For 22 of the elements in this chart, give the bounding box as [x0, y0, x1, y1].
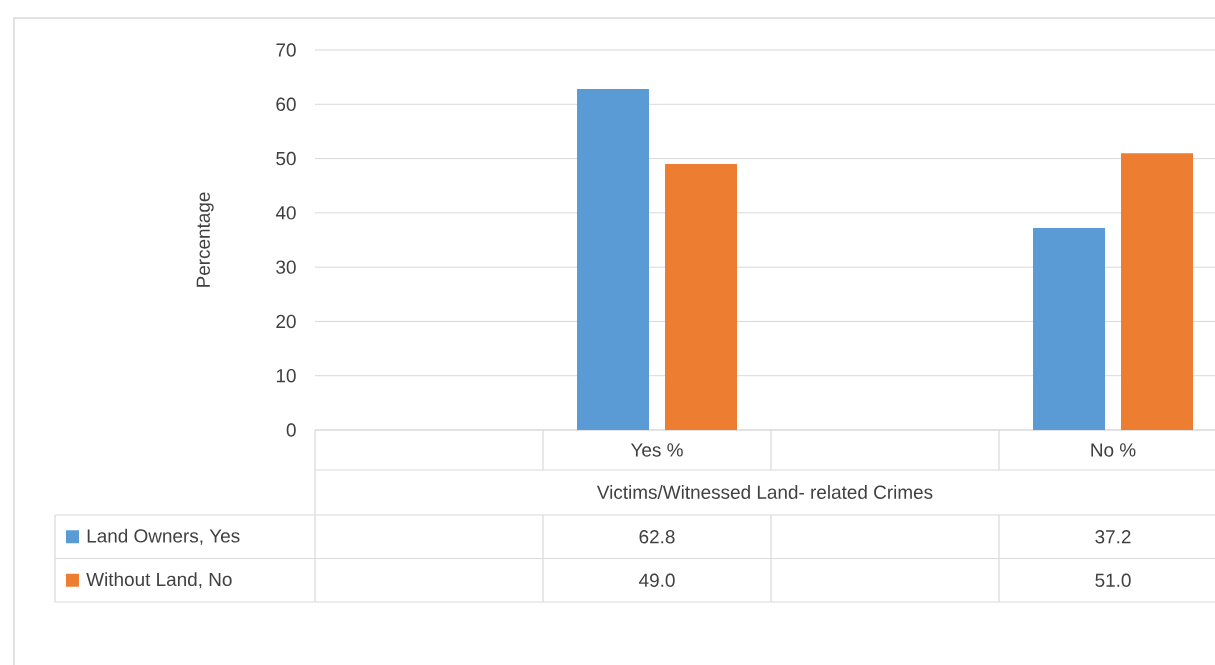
- y-tick-label: 50: [276, 151, 296, 166]
- data-label: 37.2: [1095, 530, 1131, 544]
- bar: [665, 164, 738, 430]
- y-axis-title: Percentage: [196, 192, 214, 287]
- data-label: 62.8: [639, 530, 675, 544]
- x-tick-label: No %: [1091, 443, 1136, 457]
- bar: [577, 89, 650, 430]
- y-tick-label: 60: [276, 97, 296, 111]
- bar: [1033, 228, 1106, 430]
- y-tick-label: 30: [276, 260, 296, 274]
- bar: [1121, 153, 1194, 430]
- y-tick-label: 10: [276, 369, 296, 383]
- data-label: 51.0: [1095, 573, 1131, 587]
- legend-label: Land Owners, Yes: [87, 528, 240, 545]
- legend-label: Without Land, No: [86, 572, 232, 589]
- x-tick-label: Yes %: [630, 443, 683, 457]
- y-tick-label: 20: [276, 314, 296, 329]
- y-tick-label: 0: [286, 423, 296, 437]
- y-tick-label: 70: [276, 43, 296, 57]
- y-tick-label: 40: [275, 206, 296, 220]
- x-axis-title: Victims/Witnessed Land- related Crimes: [596, 485, 933, 499]
- data-label: 49.0: [639, 573, 675, 587]
